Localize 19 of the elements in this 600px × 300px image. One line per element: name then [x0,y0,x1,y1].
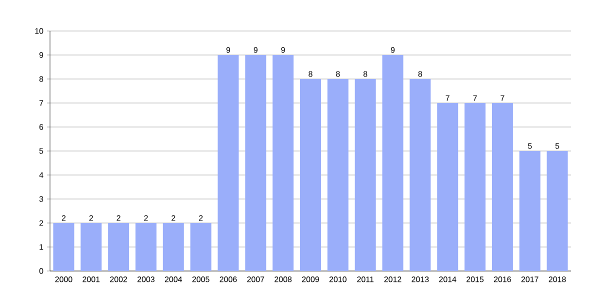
bar [437,103,458,271]
bar [410,78,431,271]
bar [327,78,348,271]
bar [300,78,322,271]
bar [218,54,239,271]
bar [53,223,74,271]
bar [190,223,212,271]
bar [135,223,156,271]
bar [382,54,404,271]
bar [162,223,184,271]
bar [464,103,486,271]
bar [492,103,513,271]
bar [354,78,376,271]
bar [272,54,294,271]
bar [546,151,568,271]
bar [80,223,102,271]
bar [519,151,540,271]
bar [245,54,266,271]
bar [108,223,130,271]
